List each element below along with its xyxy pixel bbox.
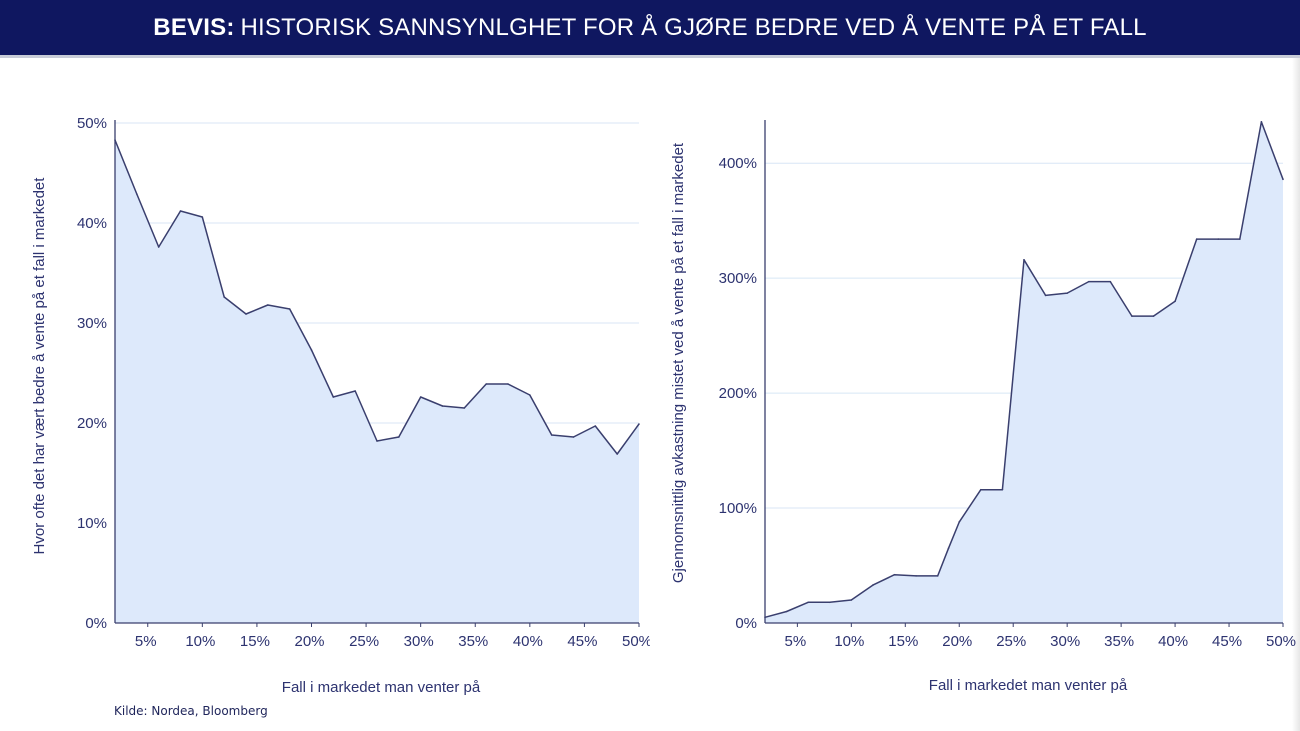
y-tick-label: 20% — [77, 415, 107, 432]
data-point — [828, 601, 831, 604]
x-tick-label: 50% — [1266, 633, 1296, 650]
data-point — [980, 488, 982, 491]
data-point — [1152, 315, 1155, 317]
x-tick-label: 40% — [513, 633, 543, 650]
x-tick-label: 30% — [404, 633, 434, 650]
data-point — [550, 434, 553, 436]
data-point — [245, 313, 247, 315]
data-point — [507, 383, 509, 385]
data-point — [398, 436, 400, 438]
x-tick-label: 10% — [185, 633, 215, 650]
y-axis-label: Hvor ofte det har vært bedre å vente på … — [31, 177, 48, 555]
series-area — [765, 121, 1283, 624]
x-tick-label: 20% — [294, 633, 324, 650]
data-point — [594, 425, 597, 427]
data-point — [1174, 300, 1176, 302]
data-point — [310, 349, 313, 351]
data-point — [463, 407, 466, 409]
data-point — [936, 575, 939, 577]
data-point — [419, 396, 422, 398]
data-point — [1282, 178, 1284, 181]
x-tick-label: 40% — [1158, 633, 1188, 650]
y-tick-label: 10% — [77, 515, 107, 532]
x-tick-label: 35% — [1104, 633, 1134, 650]
data-point — [872, 584, 874, 586]
data-point — [157, 246, 160, 248]
data-point — [267, 304, 269, 306]
title-banner: BEVIS: HISTORISK SANNSYNLGHET FOR Å GJØR… — [0, 0, 1300, 55]
data-point — [1195, 238, 1198, 240]
slide-edge-shadow — [1292, 58, 1300, 731]
x-tick-label: 50% — [622, 633, 650, 650]
x-tick-label: 30% — [1050, 633, 1080, 650]
data-point — [1023, 258, 1025, 261]
data-point — [201, 216, 204, 218]
data-point — [136, 193, 138, 195]
x-tick-label: 45% — [567, 633, 597, 650]
x-tick-label: 35% — [458, 633, 488, 650]
x-tick-label: 20% — [942, 633, 972, 650]
data-point — [1109, 280, 1112, 283]
y-axis-label: Gjennomsnittlig avkastning mistet ved å … — [670, 142, 687, 583]
data-point — [616, 453, 618, 455]
data-point — [1239, 238, 1241, 240]
x-tick-label: 5% — [135, 633, 157, 650]
y-tick-label: 40% — [77, 215, 107, 232]
data-point — [893, 573, 896, 576]
data-point — [354, 390, 356, 392]
data-point — [850, 599, 853, 601]
data-point — [1001, 488, 1004, 491]
data-point — [1087, 280, 1090, 283]
y-tick-label: 200% — [719, 385, 757, 402]
x-tick-label: 45% — [1212, 633, 1242, 650]
data-point — [288, 308, 291, 310]
data-point — [807, 601, 809, 604]
x-tick-label: 25% — [349, 633, 379, 650]
x-axis-label: Fall i markedet man venter på — [282, 679, 481, 696]
data-point — [958, 521, 961, 523]
data-point — [1044, 294, 1047, 297]
x-tick-label: 15% — [240, 633, 270, 650]
data-point — [1066, 292, 1068, 294]
data-point — [1260, 121, 1263, 123]
source-note: Kilde: Nordea, Bloomberg — [114, 704, 268, 718]
data-point — [332, 396, 335, 398]
data-point — [376, 440, 378, 442]
x-tick-label: 10% — [834, 633, 864, 650]
series-area — [115, 140, 639, 623]
x-tick-label: 5% — [785, 633, 807, 650]
y-tick-label: 400% — [719, 155, 757, 172]
y-tick-label: 300% — [719, 270, 757, 287]
data-point — [915, 575, 917, 577]
y-tick-label: 30% — [77, 315, 107, 332]
y-tick-label: 0% — [735, 615, 757, 632]
x-tick-label: 25% — [996, 633, 1026, 650]
data-point — [638, 423, 640, 425]
data-point — [441, 405, 444, 407]
y-tick-label: 50% — [77, 115, 107, 132]
header-divider — [0, 55, 1300, 58]
data-point — [1217, 238, 1220, 240]
data-point — [179, 210, 182, 212]
title-text: HISTORISK SANNSYNLGHET FOR Å GJØRE BEDRE… — [240, 13, 1147, 41]
series-line — [764, 121, 1284, 619]
data-point — [947, 547, 950, 550]
y-tick-label: 100% — [719, 500, 757, 517]
data-point — [1131, 315, 1133, 317]
x-axis-label: Fall i markedet man venter på — [929, 677, 1128, 694]
data-point — [529, 394, 531, 396]
data-point — [223, 296, 225, 298]
y-tick-label: 0% — [85, 615, 107, 632]
data-point — [485, 383, 487, 385]
data-point — [572, 436, 575, 438]
chart-left: 0% 10% 20% 30% 40% 50% 5% 10% 15% 20% 25% 30% 35% 40%… — [31, 115, 650, 696]
x-tick-label: 15% — [888, 633, 918, 650]
title-bold: BEVIS: — [153, 13, 235, 41]
data-point — [785, 610, 788, 613]
